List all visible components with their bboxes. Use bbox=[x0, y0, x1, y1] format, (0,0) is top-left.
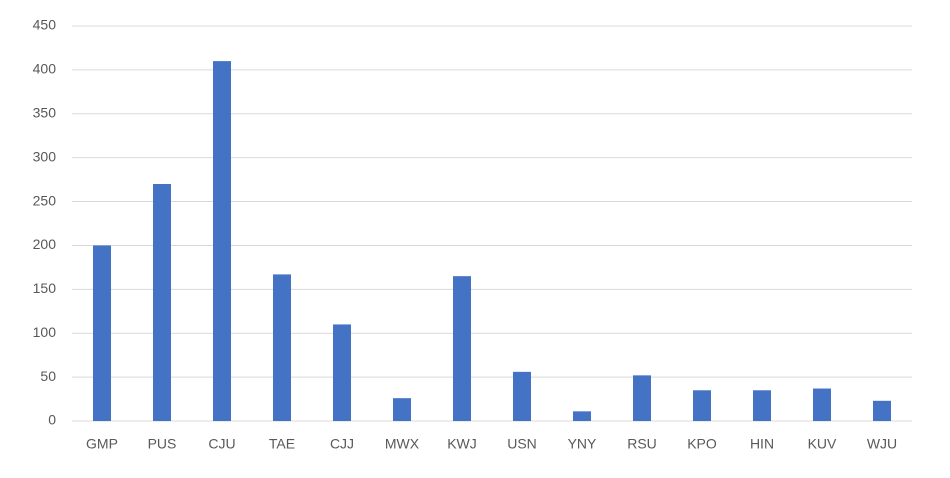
x-tick-label: TAE bbox=[269, 436, 295, 452]
y-tick-label: 0 bbox=[48, 412, 56, 428]
bar bbox=[213, 61, 231, 421]
bar bbox=[453, 276, 471, 421]
bar bbox=[513, 371, 531, 421]
x-tick-label: KWJ bbox=[447, 436, 477, 452]
x-tick-label: GMP bbox=[86, 436, 118, 452]
y-tick-label: 50 bbox=[40, 368, 56, 384]
bar bbox=[693, 390, 711, 421]
x-tick-label: YNY bbox=[568, 436, 597, 452]
x-tick-label: CJU bbox=[208, 436, 235, 452]
bar bbox=[333, 324, 351, 421]
x-tick-label: PUS bbox=[148, 436, 177, 452]
y-tick-label: 400 bbox=[33, 61, 57, 77]
x-tick-label: KPO bbox=[687, 436, 717, 452]
x-tick-label: CJJ bbox=[330, 436, 354, 452]
bar bbox=[93, 245, 111, 421]
y-tick-label: 150 bbox=[33, 280, 57, 296]
y-tick-label: 100 bbox=[33, 324, 57, 340]
y-tick-label: 450 bbox=[33, 17, 57, 33]
x-tick-label: USN bbox=[507, 436, 537, 452]
y-tick-label: 250 bbox=[33, 192, 57, 208]
y-tick-label: 300 bbox=[33, 148, 57, 164]
bar bbox=[273, 274, 291, 421]
y-tick-label: 350 bbox=[33, 104, 57, 120]
bar bbox=[393, 398, 411, 421]
y-tick-label: 200 bbox=[33, 236, 57, 252]
bar bbox=[573, 411, 591, 421]
x-tick-label: HIN bbox=[750, 436, 774, 452]
bar bbox=[753, 390, 771, 421]
bar bbox=[633, 375, 651, 421]
bar bbox=[153, 184, 171, 421]
x-tick-label: KUV bbox=[808, 436, 837, 452]
x-tick-label: RSU bbox=[627, 436, 657, 452]
x-tick-label: WJU bbox=[867, 436, 897, 452]
bar bbox=[813, 388, 831, 421]
bar bbox=[873, 400, 891, 421]
x-tick-label: MWX bbox=[385, 436, 420, 452]
